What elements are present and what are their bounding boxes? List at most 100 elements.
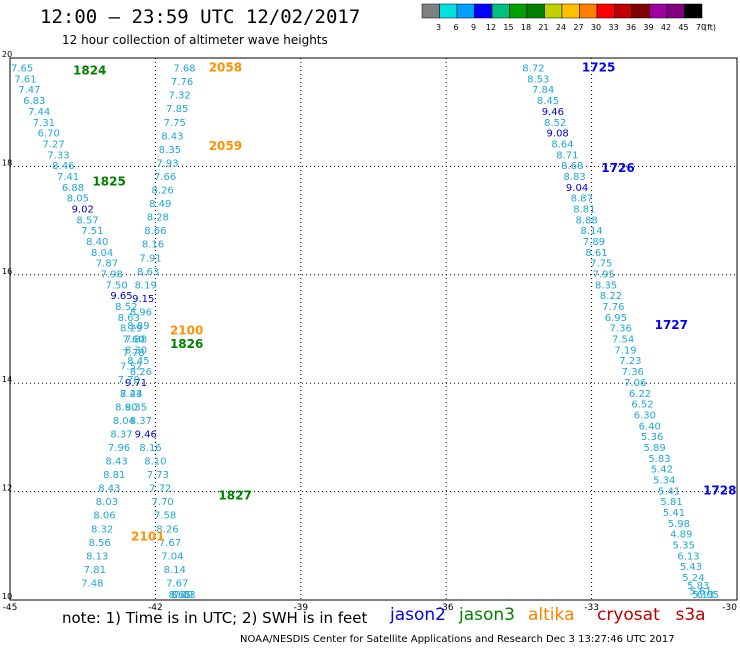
wave-height-value: 5.36	[641, 432, 663, 443]
wave-height-value: 8.37	[110, 429, 132, 440]
footer-note: note: 1) Time is in UTC; 2) SWH is in fe…	[62, 609, 368, 627]
wave-height-value: 8.43	[161, 131, 183, 142]
color-scale-label: 24	[556, 23, 566, 32]
wave-height-value: 6.88	[62, 183, 84, 194]
wave-height-value: 9.04	[566, 183, 588, 194]
wave-height-value: 8.66	[144, 226, 166, 237]
x-tick-label: -42	[148, 603, 163, 613]
wave-height-value: 5.41	[658, 486, 680, 497]
wave-height-value: 7.78	[122, 348, 144, 359]
wave-height-value: 8.52	[544, 118, 566, 129]
color-scale-label: 42	[661, 23, 671, 32]
wave-height-value: 8.45	[127, 356, 149, 367]
pass-number-label: 2059	[209, 139, 242, 153]
color-scale-label: 45	[678, 23, 688, 32]
wave-height-value: 8.09	[171, 590, 193, 601]
color-scale-label: 15	[503, 23, 513, 32]
wave-height-value: 7.19	[614, 345, 636, 356]
color-scale-label: 30	[591, 23, 601, 32]
wave-height-value: 8.81	[103, 470, 125, 481]
color-scale-label: 36	[626, 23, 636, 32]
wave-height-value: 8.49	[149, 199, 171, 210]
wave-height-value: 8.81	[573, 204, 595, 215]
x-tick-label: -45	[3, 603, 18, 613]
wave-height-value: 7.89	[583, 237, 605, 248]
wave-height-value: 7.67	[159, 538, 181, 549]
wave-height-value: 7.76	[602, 302, 624, 313]
color-scale-label: 70	[696, 23, 706, 32]
wave-height-value: 9.02	[72, 204, 94, 215]
wave-height-value: 8.13	[86, 551, 108, 562]
wave-height-value: 8.96	[130, 307, 152, 318]
wave-height-value: 8.10	[144, 457, 166, 468]
wave-height-value: 8.46	[52, 161, 74, 172]
x-tick-label: -33	[584, 603, 599, 613]
wave-height-value: 6.95	[605, 313, 627, 324]
wave-height-value: 7.23	[619, 356, 641, 367]
pass-number-label: 1824	[73, 63, 106, 77]
wave-height-value: 8.14	[580, 226, 602, 237]
wave-height-value: 7.33	[47, 150, 69, 161]
wave-height-value: 7.36	[622, 367, 644, 378]
wave-height-value: 8.16	[142, 240, 164, 251]
wave-height-value: 9.08	[547, 129, 569, 140]
pass-number-label: 1827	[218, 489, 251, 503]
wave-height-value: 8.26	[152, 186, 174, 197]
wave-height-value: 7.32	[169, 91, 191, 102]
mission-name: altika	[528, 605, 575, 625]
wave-height-value: 8.56	[89, 538, 111, 549]
wave-height-value: 8.65	[169, 590, 191, 601]
wave-height-value: 6.22	[629, 389, 651, 400]
wave-height-value: 8.64	[551, 139, 573, 150]
chart-subtitle: 12 hour collection of altimeter wave hei…	[62, 33, 328, 47]
color-scale-swatch	[684, 3, 703, 19]
wave-height-value: 8.35	[595, 280, 617, 291]
wave-height-value: 8.22	[600, 291, 622, 302]
wave-height-value: 9.71	[125, 378, 147, 389]
wave-height-value: 7.52	[120, 362, 142, 373]
wave-height-value: 7.60	[122, 335, 144, 346]
pass-number-label: 2100	[170, 323, 203, 337]
x-tick-label: -36	[439, 603, 454, 613]
wave-height-value: 8.35	[125, 402, 147, 413]
wave-height-value: 7.24	[120, 389, 142, 400]
pass-number-label: 2058	[209, 61, 242, 75]
wave-height-value: 6.13	[677, 551, 699, 562]
pass-number-label: 1725	[582, 61, 615, 75]
color-scale-unit: (ft)	[704, 23, 716, 32]
wave-height-value: 7.61	[14, 74, 36, 85]
wave-height-value: 5.43	[680, 562, 702, 573]
color-scale-swatch	[491, 3, 510, 19]
wave-height-value: 7.47	[18, 85, 40, 96]
wave-height-value: 7.84	[532, 85, 554, 96]
wave-height-value: 7.76	[171, 77, 193, 88]
color-scale-swatch	[544, 3, 563, 19]
wave-height-value: 7.75	[590, 259, 612, 270]
wave-height-value: 5.24	[682, 573, 704, 584]
wave-height-value: 7.75	[164, 118, 186, 129]
wave-height-value: 8.03	[96, 497, 118, 508]
wave-height-value: 5.83	[687, 581, 709, 592]
wave-height-value: 9.15	[132, 294, 154, 305]
wave-height-value: 6.40	[639, 421, 661, 432]
wave-height-value: 7.95	[593, 270, 615, 281]
wave-height-value: 5.89	[643, 443, 665, 454]
color-scale-label: 6	[453, 23, 458, 32]
mission-name: jason2	[390, 605, 446, 625]
wave-height-value: 8.68	[561, 161, 583, 172]
wave-height-value: 7.50	[105, 280, 127, 291]
wave-height-value: 4.89	[670, 530, 692, 541]
y-tick-label: 14	[2, 375, 12, 384]
plot-frame	[9, 57, 738, 601]
color-scale-swatch	[526, 3, 545, 19]
wave-height-value: 8.40	[86, 237, 108, 248]
wave-height-value: 5.35	[673, 541, 695, 552]
wave-height-value: 7.73	[147, 470, 169, 481]
color-scale-label: 39	[643, 23, 653, 32]
wave-height-value: 9.65	[110, 291, 132, 302]
color-scale-swatch	[561, 3, 580, 19]
color-scale-label: 27	[573, 23, 583, 32]
wave-height-value: 7.48	[81, 578, 103, 589]
wave-height-value: 5.42	[651, 465, 673, 476]
